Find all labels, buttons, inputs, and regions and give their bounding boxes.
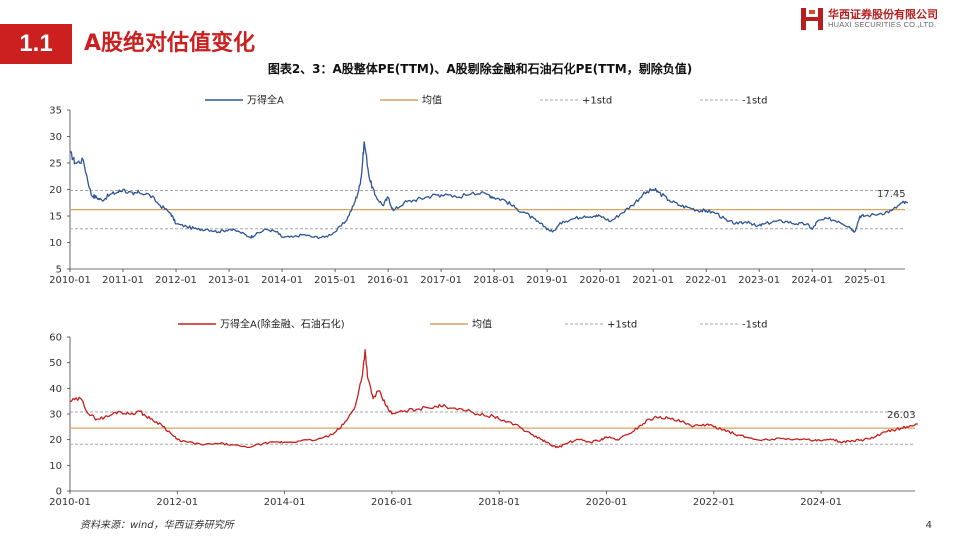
x-tick-label: 2018-01 bbox=[478, 497, 520, 508]
x-tick-label: 2022-01 bbox=[693, 497, 735, 508]
section-title: A股绝对估值变化 bbox=[84, 31, 256, 56]
y-tick-label: 10 bbox=[49, 238, 62, 249]
legend-label: 均值 bbox=[422, 94, 442, 107]
legend-label: -1std bbox=[742, 320, 767, 331]
x-tick-label: 2023-01 bbox=[738, 275, 780, 286]
series-line bbox=[69, 349, 918, 449]
legend-label: -1std bbox=[742, 96, 767, 107]
x-tick-label: 2025-01 bbox=[844, 275, 886, 286]
logo-company-name: 华西证券股份有限公司 bbox=[828, 8, 938, 21]
x-tick-label: 2020-01 bbox=[586, 497, 628, 508]
x-tick-label: 2010-01 bbox=[49, 275, 91, 286]
logo-mark-icon bbox=[801, 8, 823, 30]
y-tick-label: 50 bbox=[49, 358, 62, 369]
y-tick-label: 5 bbox=[56, 265, 62, 276]
last-value-label: 17.45 bbox=[877, 189, 906, 200]
x-tick-label: 2016-01 bbox=[367, 275, 409, 286]
x-tick-label: 2017-01 bbox=[420, 275, 462, 286]
series-line bbox=[69, 141, 909, 240]
y-tick-label: 30 bbox=[49, 132, 62, 143]
page-number: 4 bbox=[925, 520, 932, 531]
y-tick-label: 20 bbox=[49, 185, 62, 196]
y-tick-label: 35 bbox=[49, 106, 62, 117]
x-tick-label: 2024-01 bbox=[791, 275, 833, 286]
y-tick-label: 30 bbox=[49, 410, 62, 421]
x-tick-label: 2024-01 bbox=[800, 497, 842, 508]
x-tick-label: 2010-01 bbox=[49, 497, 91, 508]
chart-top: 5 10 15 20 25 30 35 2010-01 2011-01 2012-01 2013-0… bbox=[49, 94, 909, 286]
x-tick-label: 2013-01 bbox=[208, 275, 250, 286]
x-tick-label: 2018-01 bbox=[473, 275, 515, 286]
x-tick-label: 2020-01 bbox=[579, 275, 621, 286]
x-tick-label: 2012-01 bbox=[156, 497, 198, 508]
y-tick-label: 25 bbox=[49, 159, 62, 170]
x-tick-label: 2021-01 bbox=[632, 275, 674, 286]
x-tick-label: 2011-01 bbox=[102, 275, 144, 286]
legend-label: 万得全A(除金融、石油石化) bbox=[220, 318, 345, 331]
y-tick-label: 60 bbox=[49, 333, 62, 344]
source-note: 资料来源：wind，华西证券研究所 bbox=[80, 520, 234, 531]
company-logo: 华西证券股份有限公司 HUAXI SECURITIES CO.,LTD. bbox=[800, 6, 950, 34]
legend-label: 万得全A bbox=[247, 94, 284, 107]
y-tick-label: 40 bbox=[49, 384, 62, 395]
legend-label: +1std bbox=[582, 96, 612, 107]
legend-label: +1std bbox=[607, 320, 637, 331]
chart-bottom: 0 10 20 30 40 50 60 2010-01 2012-01 2014-01 2016-0… bbox=[49, 318, 918, 508]
x-tick-label: 2014-01 bbox=[261, 275, 303, 286]
x-tick-label: 2016-01 bbox=[371, 497, 413, 508]
x-tick-label: 2012-01 bbox=[155, 275, 197, 286]
logo-company-name-en: HUAXI SECURITIES CO.,LTD. bbox=[828, 20, 937, 29]
x-tick-label: 2014-01 bbox=[264, 497, 306, 508]
x-tick-label: 2019-01 bbox=[526, 275, 568, 286]
figure-title: 图表2、3：A股整体PE(TTM)、A股剔除金融和石油石化PE(TTM，剔除负值… bbox=[267, 62, 693, 76]
y-tick-label: 15 bbox=[49, 212, 62, 223]
x-tick-label: 2015-01 bbox=[314, 275, 356, 286]
last-value-label: 26.03 bbox=[887, 410, 916, 421]
y-tick-label: 20 bbox=[49, 435, 62, 446]
y-tick-label: 10 bbox=[49, 461, 62, 472]
section-number: 1.1 bbox=[0, 24, 72, 64]
y-tick-label: 0 bbox=[56, 487, 62, 498]
x-tick-label: 2022-01 bbox=[685, 275, 727, 286]
legend-label: 均值 bbox=[472, 318, 492, 331]
